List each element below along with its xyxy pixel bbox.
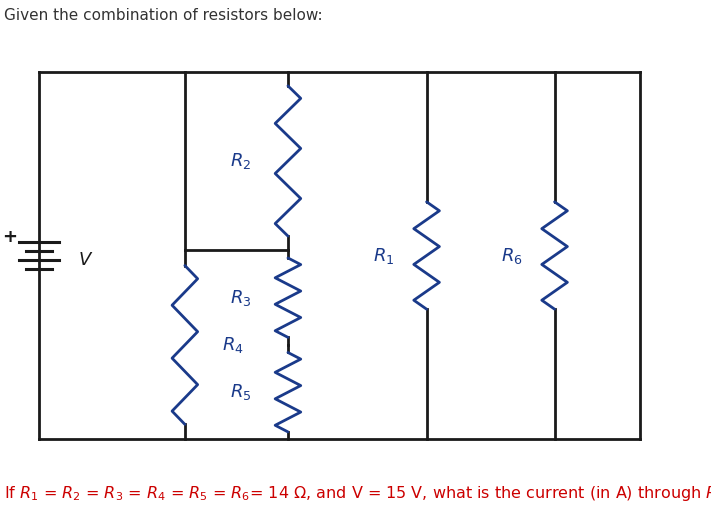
Text: $R_5$: $R_5$ <box>230 382 251 402</box>
Text: $R_6$: $R_6$ <box>501 245 523 266</box>
Text: $R_4$: $R_4$ <box>222 335 244 355</box>
Text: $R_3$: $R_3$ <box>230 288 251 308</box>
Text: $R_2$: $R_2$ <box>230 151 251 171</box>
Text: Given the combination of resistors below:: Given the combination of resistors below… <box>4 8 322 22</box>
Text: V: V <box>78 251 90 269</box>
Text: If $R_1$ = $R_2$ = $R_3$ = $R_4$ = $R_5$ = $R_6$= 14 Ω, and V = 15 V, what is th: If $R_1$ = $R_2$ = $R_3$ = $R_4$ = $R_5$… <box>4 484 711 503</box>
Text: +: + <box>1 228 17 246</box>
Text: $R_1$: $R_1$ <box>373 245 395 266</box>
